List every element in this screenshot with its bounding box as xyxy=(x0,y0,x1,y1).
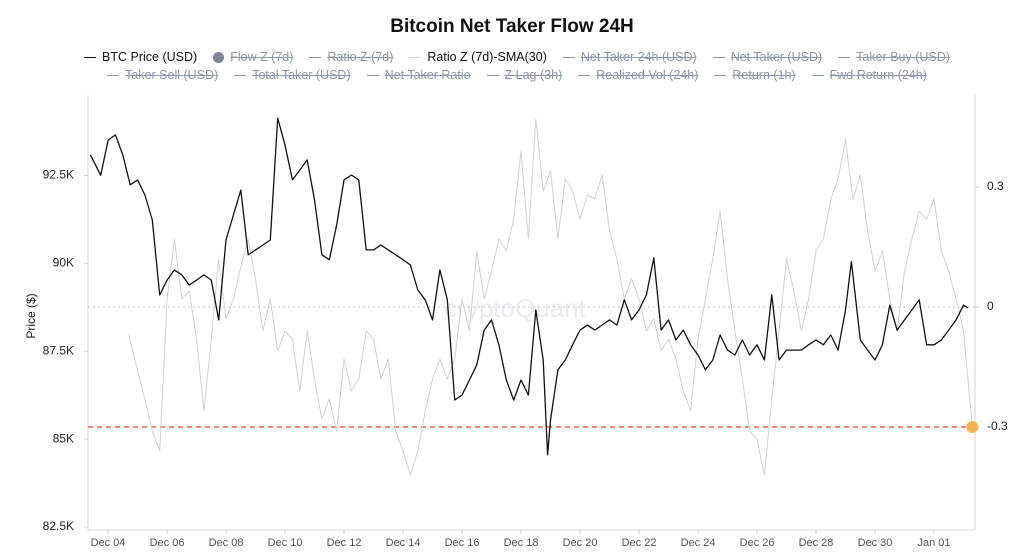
x-tick-label: Dec 24 xyxy=(681,537,716,549)
legend-item[interactable]: BTC Price (USD) xyxy=(84,50,197,64)
legend-item[interactable]: Net Taker 24h (USD) xyxy=(562,50,697,64)
legend-swatch xyxy=(714,74,727,76)
legend-label: Taker Sell (USD) xyxy=(125,68,219,82)
legend-swatch xyxy=(409,56,422,58)
legend-label: Ratio Z (7d) xyxy=(327,50,394,64)
x-tick-label: Dec 30 xyxy=(858,537,893,549)
legend-item[interactable]: Net Taker Ratio xyxy=(366,68,471,82)
legend-item[interactable]: Net Taker (USD) xyxy=(712,50,823,64)
legend-label: Net Taker 24h (USD) xyxy=(580,50,697,64)
x-tick-label: Dec 04 xyxy=(91,537,126,549)
legend-label: Realized Vol (24h) xyxy=(596,68,699,82)
legend-label: Total Taker (USD) xyxy=(252,68,351,82)
legend-label: Ratio Z (7d)-SMA(30) xyxy=(427,50,547,64)
legend-item[interactable]: Taker Buy (USD) xyxy=(838,50,950,64)
end-marker xyxy=(966,421,979,433)
y-tick-label: 90K xyxy=(53,255,74,269)
y-tick-label: 82.5K xyxy=(43,519,74,533)
x-tick-label: Dec 12 xyxy=(327,537,362,549)
x-tick-label: Dec 08 xyxy=(209,537,244,549)
legend-item[interactable]: Realized Vol (24h) xyxy=(578,68,698,82)
legend-item[interactable]: Taker Sell (USD) xyxy=(107,68,218,82)
legend-label: Taker Buy (USD) xyxy=(856,50,950,64)
legend-swatch xyxy=(562,56,575,58)
legend-item[interactable]: Total Taker (USD) xyxy=(234,68,351,82)
legend-swatch xyxy=(366,74,379,76)
legend-label: Net Taker (USD) xyxy=(730,50,823,64)
legend-swatch xyxy=(811,74,824,76)
legend-label: Net Taker Ratio xyxy=(384,68,471,82)
y-tick-label: 85K xyxy=(53,431,74,445)
legend-swatch xyxy=(486,74,499,76)
x-tick-label: Dec 14 xyxy=(386,537,421,549)
x-tick-label: Dec 28 xyxy=(799,537,834,549)
legend-swatch xyxy=(107,74,120,76)
legend-label: Z Lag (3h) xyxy=(504,68,563,82)
legend-label: Flow Z (7d) xyxy=(230,50,294,64)
legend: BTC Price (USD) Flow Z (7d) Ratio Z (7d) Ra… xyxy=(72,50,962,82)
legend-swatch xyxy=(234,74,247,76)
x-tick-label: Dec 10 xyxy=(268,537,303,549)
x-tick-label: Dec 18 xyxy=(504,537,539,549)
x-tick-label: Dec 22 xyxy=(622,537,657,549)
y-tick-label: 87.5K xyxy=(43,343,74,357)
legend-item[interactable]: Return (1h) xyxy=(714,68,796,82)
series-line xyxy=(89,117,969,456)
legend-item[interactable]: Flow Z (7d) xyxy=(213,50,293,64)
legend-swatch xyxy=(712,56,725,58)
x-tick-label: Dec 20 xyxy=(563,537,598,549)
x-tick-label: Dec 26 xyxy=(740,537,775,549)
legend-label: BTC Price (USD) xyxy=(102,50,198,64)
legend-swatch xyxy=(309,56,322,58)
x-tick-label: Dec 16 xyxy=(445,537,480,549)
watermark: cryptoQuant xyxy=(444,293,586,323)
series-line xyxy=(128,118,973,476)
legend-item[interactable]: Ratio Z (7d)-SMA(30) xyxy=(409,50,547,64)
y-tick-label: 92.5K xyxy=(43,168,74,182)
legend-label: Fwd Return (24h) xyxy=(829,68,927,82)
y2-tick-label: -0.3 xyxy=(987,419,1008,433)
legend-swatch xyxy=(838,56,851,58)
legend-label: Return (1h) xyxy=(732,68,796,82)
x-tick-label: Jan 01 xyxy=(917,537,950,549)
legend-item[interactable]: Ratio Z (7d) xyxy=(309,50,393,64)
y2-tick-label: 0.3 xyxy=(987,179,1004,193)
legend-swatch xyxy=(213,51,225,63)
legend-swatch xyxy=(578,74,591,76)
legend-item[interactable]: Fwd Return (24h) xyxy=(811,68,927,82)
y2-tick-label: 0 xyxy=(987,299,994,313)
legend-item[interactable]: Z Lag (3h) xyxy=(486,68,563,82)
x-tick-label: Dec 06 xyxy=(150,537,185,549)
chart-title: Bitcoin Net Taker Flow 24H xyxy=(390,16,634,37)
legend-swatch xyxy=(84,56,97,58)
y-axis-label: Price ($) xyxy=(24,293,38,338)
